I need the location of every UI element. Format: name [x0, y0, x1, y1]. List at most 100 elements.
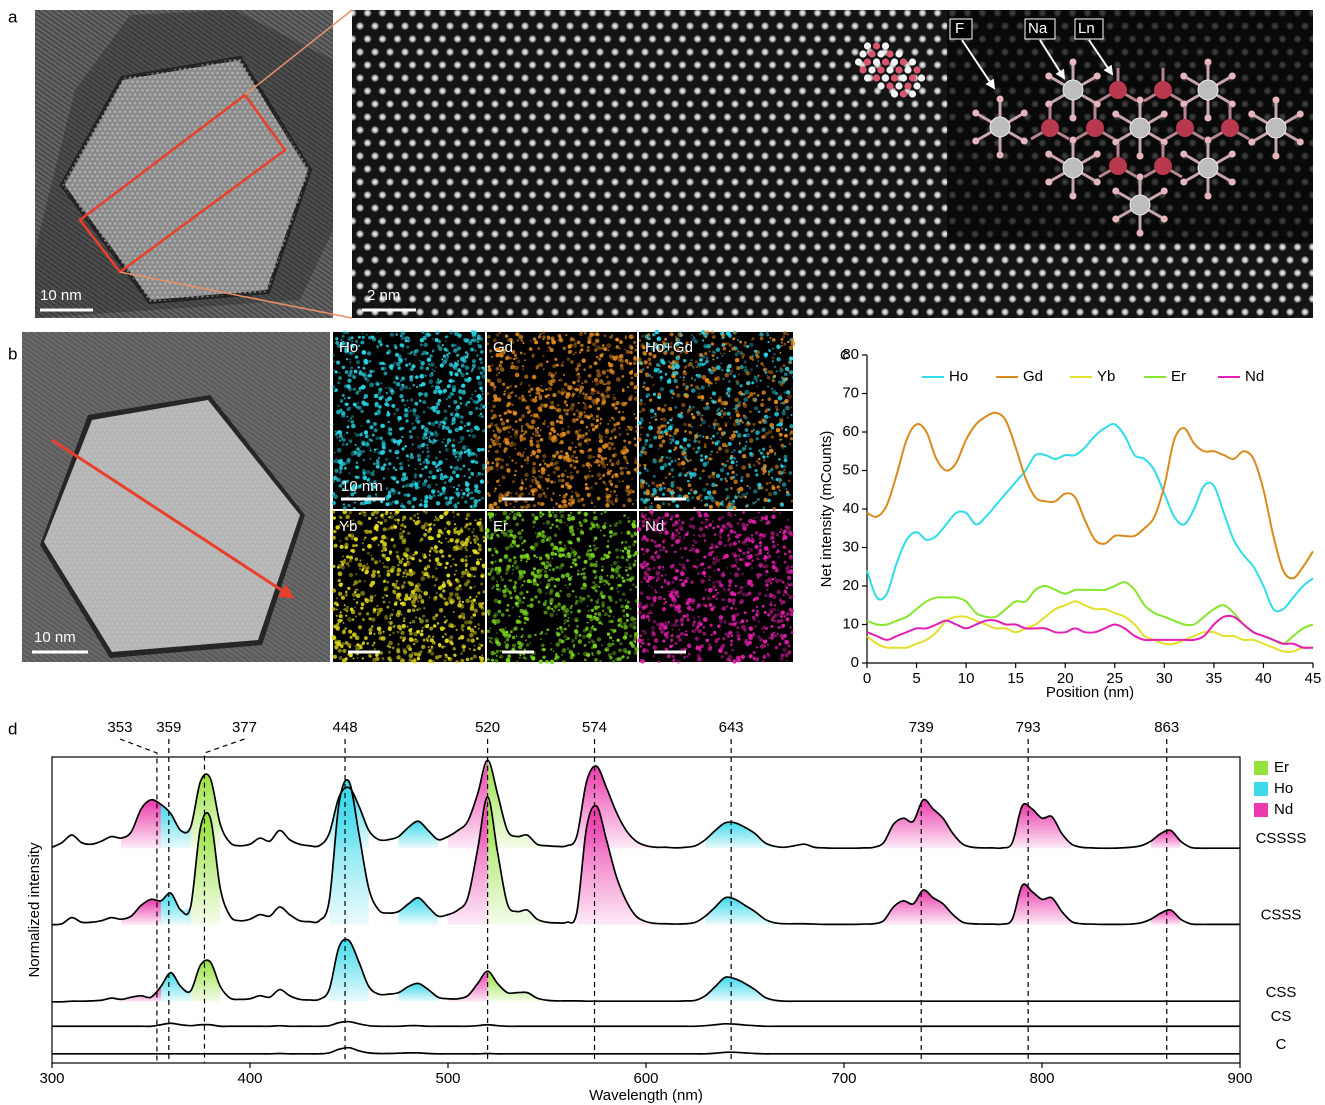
map-dot	[659, 484, 662, 487]
map-dot	[787, 370, 790, 373]
map-dot	[532, 375, 537, 380]
map-dot	[374, 403, 378, 407]
map-dot	[594, 537, 597, 540]
map-dot	[522, 506, 524, 508]
fluorine	[1045, 151, 1052, 158]
map-dot	[536, 584, 539, 587]
map-dot	[704, 504, 707, 507]
map-dot	[469, 428, 473, 432]
map-dot	[366, 419, 370, 423]
map-dot	[762, 469, 766, 473]
map-dot	[443, 355, 446, 358]
map-dot	[508, 426, 511, 429]
map-dot	[532, 451, 536, 455]
map-dot	[605, 649, 607, 651]
map-dot	[569, 388, 571, 390]
map-dot	[772, 356, 775, 359]
map-dot	[554, 372, 557, 375]
map-dot	[494, 560, 496, 562]
map-dot	[760, 362, 763, 365]
map-dot	[457, 368, 461, 372]
map-dot	[494, 622, 497, 625]
map-dot	[590, 423, 593, 426]
map-dot	[600, 530, 602, 532]
map-dot	[428, 523, 431, 526]
map-dot	[648, 362, 652, 366]
map-dot	[466, 494, 469, 497]
map-dot	[563, 499, 567, 503]
map-dot	[466, 513, 470, 517]
map-dot	[550, 401, 554, 405]
map-dot	[723, 620, 726, 623]
map-dot	[510, 367, 512, 369]
map-dot	[637, 437, 641, 441]
mini-atom	[877, 66, 884, 73]
map-dot	[425, 624, 429, 628]
map-dot	[561, 654, 563, 656]
map-dot	[429, 597, 431, 599]
map-dot	[692, 415, 696, 419]
map-dot	[348, 396, 351, 399]
map-dot	[502, 383, 505, 386]
map-dot	[677, 462, 681, 466]
map-dot	[520, 586, 522, 588]
map-dot	[632, 577, 635, 580]
map-dot	[444, 496, 447, 499]
map-dot	[391, 389, 394, 392]
map-dot	[702, 469, 705, 472]
map-dot	[588, 610, 590, 612]
map-dot	[409, 409, 412, 412]
map-dot	[345, 615, 347, 617]
map-dot	[662, 493, 665, 496]
map-dot	[597, 407, 600, 410]
map-dot	[396, 655, 401, 660]
map-dot	[508, 580, 510, 582]
map-dot	[424, 511, 427, 514]
map-dot	[597, 497, 601, 501]
map-dot	[438, 399, 442, 403]
map-dot	[586, 621, 588, 623]
fluorine	[1070, 115, 1077, 122]
map-dot	[342, 555, 344, 557]
map-dot	[560, 514, 564, 518]
map-dot	[353, 507, 356, 510]
map-dot	[510, 492, 512, 494]
map-dot	[390, 512, 392, 514]
map-dot	[675, 529, 678, 532]
map-dot	[434, 519, 436, 521]
map-dot	[500, 418, 503, 421]
map-dot	[590, 500, 592, 502]
map-dot	[622, 557, 624, 559]
map-dot	[369, 370, 373, 374]
map-dot	[702, 533, 706, 537]
map-dot	[470, 472, 474, 476]
map-dot	[587, 340, 592, 345]
map-dot	[425, 332, 430, 337]
map-dot	[336, 436, 338, 438]
lanthanide-atom	[1154, 157, 1172, 175]
map-dot	[568, 540, 572, 544]
lanthanide-atom	[1041, 119, 1059, 137]
map-dot	[540, 638, 542, 640]
map-dot	[586, 427, 588, 429]
map-dot	[557, 603, 561, 607]
map-dot	[481, 367, 483, 369]
map-dot	[565, 470, 567, 472]
map-dot	[465, 481, 468, 484]
map-dot	[625, 569, 628, 572]
map-dot	[559, 590, 562, 593]
map-dot	[378, 457, 380, 459]
map-dot	[332, 565, 335, 568]
map-dot	[356, 360, 360, 364]
map-dot	[632, 503, 634, 505]
map-dot	[533, 526, 535, 528]
map-dot	[610, 442, 614, 446]
map-dot	[442, 486, 446, 490]
map-dot	[495, 458, 499, 462]
map-dot	[699, 333, 702, 336]
map-dot	[476, 538, 479, 541]
map-dot	[491, 576, 495, 580]
map-dot	[335, 370, 338, 373]
map-dot	[713, 569, 716, 572]
map-dot	[610, 483, 613, 486]
